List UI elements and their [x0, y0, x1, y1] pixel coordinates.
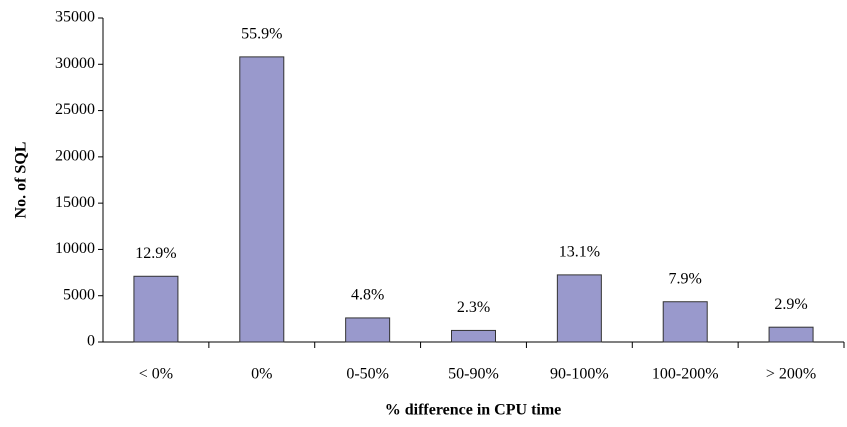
y-tick-label: 15000 — [55, 194, 95, 211]
x-tick-label: 100-200% — [652, 366, 719, 383]
share-label: 2.9% — [774, 296, 807, 313]
share-label: 4.8% — [351, 287, 384, 304]
bar — [662, 301, 708, 343]
y-tick-label: 0 — [87, 333, 95, 350]
bar — [239, 56, 285, 343]
y-tick-label: 10000 — [55, 240, 95, 257]
x-tick-label: 0-50% — [346, 366, 389, 383]
y-tick-label: 30000 — [55, 55, 95, 72]
y-axis-title: No. of SQL — [13, 142, 30, 219]
x-axis-title: % difference in CPU time — [385, 402, 562, 419]
share-label: 13.1% — [559, 244, 600, 261]
y-tick-label: 20000 — [55, 148, 95, 165]
bar — [133, 275, 179, 343]
share-label: 55.9% — [241, 26, 282, 43]
y-tick-label: 5000 — [63, 286, 95, 303]
share-label: 2.3% — [457, 299, 490, 316]
bar — [556, 274, 602, 343]
x-tick-label: > 200% — [766, 366, 816, 383]
y-tick-label: 35000 — [55, 9, 95, 26]
x-tick-label: < 0% — [139, 366, 173, 383]
x-tick-label: 50-90% — [448, 366, 499, 383]
bar — [451, 329, 496, 343]
share-label: 7.9% — [669, 270, 702, 287]
share-label: 12.9% — [135, 245, 176, 262]
x-tick-label: 90-100% — [550, 366, 609, 383]
bar — [768, 326, 814, 343]
bar — [345, 317, 391, 343]
x-tick-label: 0% — [251, 366, 272, 383]
y-tick-label: 25000 — [55, 101, 95, 118]
